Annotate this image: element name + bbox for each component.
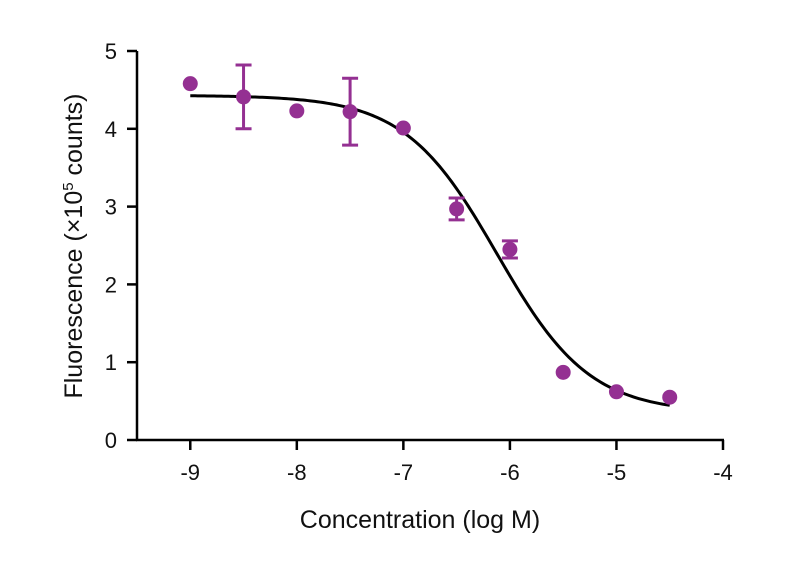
data-point	[342, 104, 358, 120]
data-point	[289, 103, 305, 119]
data-point	[182, 76, 198, 92]
data-point	[395, 120, 411, 136]
x-tick-label: -4	[713, 460, 733, 485]
data-point	[662, 389, 678, 405]
x-tick-label: -9	[180, 460, 200, 485]
y-tick-label: 1	[105, 350, 117, 375]
y-tick-label: 0	[105, 428, 117, 453]
y-axis-title-main: Fluorescence (×10	[60, 191, 88, 399]
y-axis-title-unit: counts)	[60, 93, 88, 182]
y-axis-title: Fluorescence (×105 counts)	[60, 93, 88, 398]
y-tick-label: 2	[105, 272, 117, 297]
data-point	[555, 364, 571, 380]
y-tick-label: 4	[105, 117, 117, 142]
fit-curve	[190, 94, 670, 407]
x-tick-label: -8	[287, 460, 307, 485]
x-axis-ticks: -9 -8 -7 -6 -5 -4	[180, 440, 733, 485]
x-tick-label: -5	[607, 460, 627, 485]
x-tick-label: -7	[394, 460, 414, 485]
x-tick-label: -6	[500, 460, 520, 485]
data-point	[449, 201, 465, 217]
y-axis-title-superscript: 5	[60, 182, 77, 190]
data-point	[502, 241, 518, 257]
data-point	[608, 384, 624, 400]
plot-area	[182, 63, 678, 407]
data-point	[236, 89, 252, 105]
x-axis-title: Concentration (log M)	[300, 506, 540, 534]
y-tick-label: 3	[105, 195, 117, 220]
y-axis-ticks: 0 1 2 3 4 5	[105, 39, 137, 453]
y-tick-label: 5	[105, 39, 117, 64]
